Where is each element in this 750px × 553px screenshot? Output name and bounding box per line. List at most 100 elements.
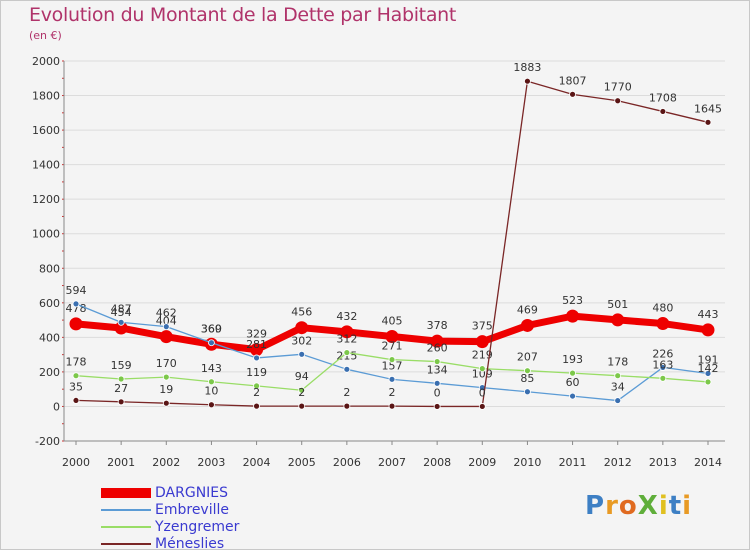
data-label-meneslies: 1770	[604, 81, 632, 94]
data-point-yzengremer	[72, 372, 80, 380]
data-label-meneslies: 19	[159, 383, 173, 396]
data-point-dargnies	[611, 313, 625, 327]
data-point-dargnies	[114, 321, 128, 335]
x-tick-label: 2009	[468, 456, 496, 469]
data-point-dargnies	[656, 317, 670, 331]
data-point-meneslies	[478, 403, 486, 410]
x-tick-label: 2002	[152, 456, 180, 469]
data-label-embreville: 594	[66, 284, 87, 297]
data-label-yzengremer: 207	[517, 351, 538, 364]
data-label-meneslies: 1807	[559, 74, 587, 87]
data-point-yzengremer	[659, 374, 667, 382]
data-label-meneslies: 27	[114, 382, 128, 395]
data-point-meneslies	[659, 108, 667, 115]
data-point-meneslies	[253, 402, 260, 410]
data-label-meneslies: 0	[434, 386, 441, 399]
data-label-dargnies: 454	[111, 306, 132, 319]
data-point-embreville	[253, 354, 260, 362]
x-tick-label: 2013	[649, 456, 677, 469]
data-point-dargnies	[475, 335, 489, 349]
data-label-meneslies: 2	[389, 386, 396, 399]
legend-label: Embreville	[155, 502, 229, 518]
data-point-dargnies	[250, 343, 264, 357]
x-tick-label: 2011	[559, 456, 587, 469]
data-point-yzengremer	[614, 372, 622, 380]
data-label-meneslies: 0	[479, 386, 486, 399]
y-tick-label: 1200	[32, 193, 60, 206]
data-point-yzengremer	[704, 378, 712, 386]
data-point-embreville	[117, 318, 125, 326]
data-point-yzengremer	[388, 356, 396, 364]
data-label-dargnies: 378	[427, 319, 448, 332]
data-label-dargnies: 432	[336, 310, 357, 323]
data-point-embreville	[72, 300, 80, 308]
data-point-yzengremer	[524, 367, 531, 375]
data-label-yzengremer: 193	[562, 353, 583, 366]
data-label-yzengremer: 159	[111, 359, 132, 372]
legend-swatch	[101, 509, 151, 511]
y-tick-label: 1600	[32, 124, 60, 137]
y-tick-label: -200	[35, 435, 60, 448]
data-point-meneslies	[569, 90, 576, 98]
x-tick-label: 2004	[243, 456, 271, 469]
data-point-dargnies	[566, 309, 580, 323]
x-tick-label: 2005	[288, 456, 316, 469]
data-point-embreville	[162, 323, 170, 331]
data-point-dargnies	[159, 330, 173, 344]
line-chart: -200020040060080010001200140016001800200…	[32, 55, 725, 469]
data-label-meneslies: 1883	[513, 61, 541, 74]
data-label-dargnies: 443	[698, 308, 719, 321]
data-point-yzengremer	[117, 375, 125, 383]
data-label-dargnies: 469	[517, 303, 538, 316]
data-label-embreville: 302	[291, 334, 312, 347]
y-tick-label: 600	[39, 297, 60, 310]
data-point-embreville	[343, 365, 351, 373]
x-tick-label: 2014	[694, 456, 722, 469]
data-label-yzengremer: 143	[201, 362, 222, 375]
legend-swatch	[101, 488, 151, 498]
data-label-meneslies: 35	[69, 380, 83, 393]
data-label-yzengremer: 271	[382, 340, 403, 353]
data-label-dargnies: 501	[607, 298, 628, 311]
data-label-dargnies: 480	[652, 302, 673, 315]
data-label-meneslies: 10	[204, 385, 218, 398]
data-label-embreville: 34	[611, 381, 625, 394]
data-label-yzengremer: 163	[652, 358, 673, 371]
data-label-dargnies: 478	[66, 302, 87, 315]
data-label-embreville: 85	[520, 372, 534, 385]
x-tick-label: 2010	[513, 456, 541, 469]
data-point-meneslies	[388, 402, 396, 410]
data-label-embreville: 369	[201, 323, 222, 336]
data-point-dargnies	[430, 334, 444, 348]
data-point-embreville	[659, 364, 667, 371]
data-label-yzengremer: 178	[607, 356, 628, 369]
data-label-meneslies: 2	[253, 386, 260, 399]
chart-title: Evolution du Montant de la Dette par Hab…	[29, 4, 457, 26]
data-point-yzengremer	[162, 373, 170, 381]
data-label-dargnies: 456	[291, 306, 312, 319]
data-label-yzengremer: 119	[246, 366, 267, 379]
data-point-dargnies	[701, 323, 715, 337]
data-label-yzengremer: 312	[336, 333, 357, 346]
data-label-embreville: 281	[246, 338, 267, 351]
x-tick-label: 2001	[107, 456, 135, 469]
data-point-yzengremer	[208, 378, 215, 386]
y-tick-label: 0	[53, 400, 60, 413]
data-label-embreville: 226	[652, 347, 673, 360]
data-label-yzengremer: 219	[472, 349, 493, 362]
data-point-dargnies	[295, 321, 309, 335]
y-tick-label: 1400	[32, 159, 60, 172]
y-tick-label: 1800	[32, 90, 60, 103]
data-point-embreville	[298, 350, 306, 358]
y-tick-label: 2000	[32, 55, 60, 68]
data-point-embreville	[208, 339, 215, 347]
data-label-yzengremer: 94	[295, 370, 309, 383]
data-label-meneslies: 2	[343, 386, 350, 399]
data-label-embreville: 487	[111, 302, 132, 315]
data-label-yzengremer: 170	[156, 357, 177, 370]
data-label-embreville: 134	[427, 363, 448, 376]
data-point-dargnies	[385, 330, 399, 343]
data-point-embreville	[614, 397, 622, 404]
x-tick-label: 2012	[604, 456, 632, 469]
